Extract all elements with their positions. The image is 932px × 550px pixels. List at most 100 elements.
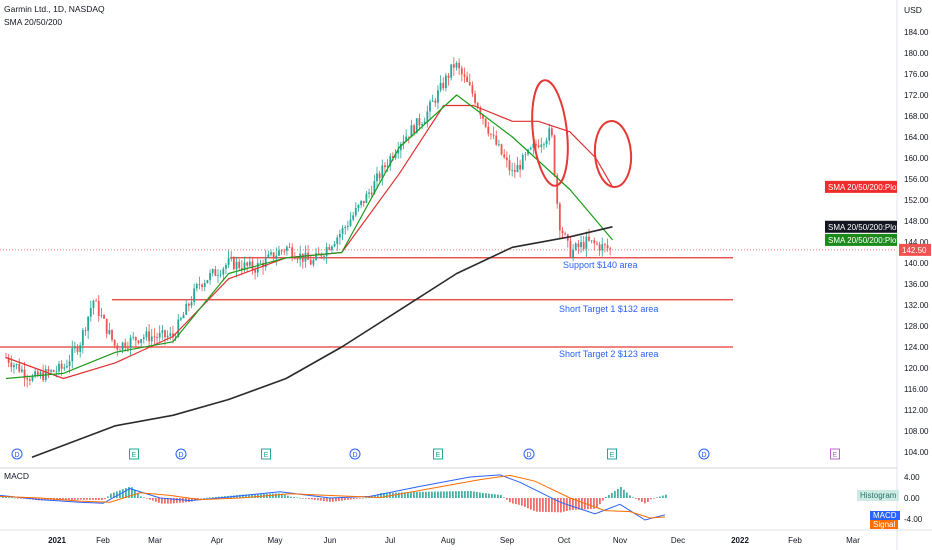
candle-body [193,288,196,303]
price-axis[interactable]: 184.00 180.00 176.00 172.00 168.00 164.00 160.… [904,28,929,457]
dividend-marker [698,448,710,460]
candle-body [148,331,150,342]
candle-body [312,259,315,265]
price-tick-label: 124.00 [904,343,929,352]
price-axis-labels: SMA 20/50/200:Plot SMA 20/50/200:Plot SMA … [825,180,931,256]
candle-body [301,253,304,262]
candle-body [588,236,590,241]
candle-body [529,147,532,150]
macd-histogram-bar [611,492,613,498]
candle-body [410,125,413,138]
candle-body [137,340,140,343]
earnings-marker-text: E [132,452,137,459]
macd-histogram-bar [164,498,166,504]
dividend-marker-text: D [14,452,19,459]
candle-body [270,252,272,255]
candle-body [333,243,336,247]
macd-histogram-bar [107,496,109,498]
candle-body [513,170,516,173]
candle-body [31,376,34,381]
candle-body [71,348,74,362]
candle-body [95,300,97,302]
macd-histogram-bar [302,498,304,499]
macd-histogram-bar [635,498,637,499]
macd-histogram-bar [467,490,469,498]
candle-body [397,150,400,154]
earnings-marker [830,448,840,460]
macd-histogram-bar [278,493,280,498]
candle-body [116,345,119,350]
currency-label[interactable]: USD [904,5,922,15]
macd-histogram-bar [494,494,496,498]
macd-histogram-bar [473,491,475,498]
candle-body [172,333,174,338]
macd-histogram-bar [281,493,283,498]
price-tick-label: 152.00 [904,196,929,205]
macd-histogram-bar [122,489,124,498]
time-axis[interactable]: 2021 Feb Mar Apr May Jun Jul Aug Sep Oct Nov Dec 202… [48,536,860,545]
candle-body [376,173,378,182]
candlesticks [5,57,612,388]
candle-body [323,255,325,257]
axis-price-tag-text: SMA 20/50/200:Plot [828,236,899,245]
candle-body [92,300,95,308]
candle-body [267,254,270,258]
time-tick-label: 2022 [731,536,749,545]
macd-histogram-bar [212,497,214,498]
macd-histogram-bar [374,495,376,498]
candle-body [516,164,519,173]
candle-body [339,233,341,238]
candle-body [378,173,381,179]
macd-histogram-bar [131,487,133,498]
candle-body [227,258,230,265]
candle-body [13,365,15,368]
candle-body [66,365,68,368]
candle-body [598,244,601,251]
target1-annotation: Short Target 1 $132 area [559,304,659,314]
macd-histogram-bar [284,494,286,498]
ellipse-2[interactable] [593,120,634,188]
macd-histogram-bar [665,494,667,498]
ellipse-1[interactable] [528,79,573,188]
macd-histogram-bar [20,498,22,499]
candle-body [103,315,105,319]
candle-body [214,269,217,276]
candle-body [450,64,453,78]
axis-price-tag [825,233,897,246]
earnings-marker-text: E [436,452,441,459]
price-tick-label: 176.00 [904,70,929,79]
candle-body [142,337,145,340]
macd-histogram-bar [242,494,244,498]
macd-histogram-bar [434,491,436,498]
macd-histogram-bar [539,498,541,512]
dividend-marker [349,448,361,460]
macd-histogram-bar [545,498,547,512]
candle-body [476,103,479,108]
candle-body [190,302,193,306]
candle-body [87,316,90,331]
price-tick-label: 140.00 [904,259,929,268]
candle-body [156,337,158,338]
candle-body [373,181,376,195]
macd-histogram-bar [272,493,274,498]
macd-line [0,474,666,521]
macd-histogram-bar [557,498,559,513]
candle-body [293,257,296,259]
macd-histogram-bar [305,498,307,499]
candle-body [275,255,278,259]
macd-histogram-bar [380,493,382,498]
macd-histogram-bar [203,497,205,499]
macd-histogram-bar [476,491,478,498]
macd-histogram-bar [482,492,484,498]
candle-body [52,370,55,372]
candle-body [524,154,527,156]
candle-body [180,318,182,320]
macd-histogram-bar [254,494,256,498]
macd-histogram-bar [440,491,442,498]
candle-body [540,144,543,148]
pattern-ellipses[interactable] [528,79,634,189]
axis-price-tag [825,220,897,233]
dividend-marker-text: D [352,452,357,459]
